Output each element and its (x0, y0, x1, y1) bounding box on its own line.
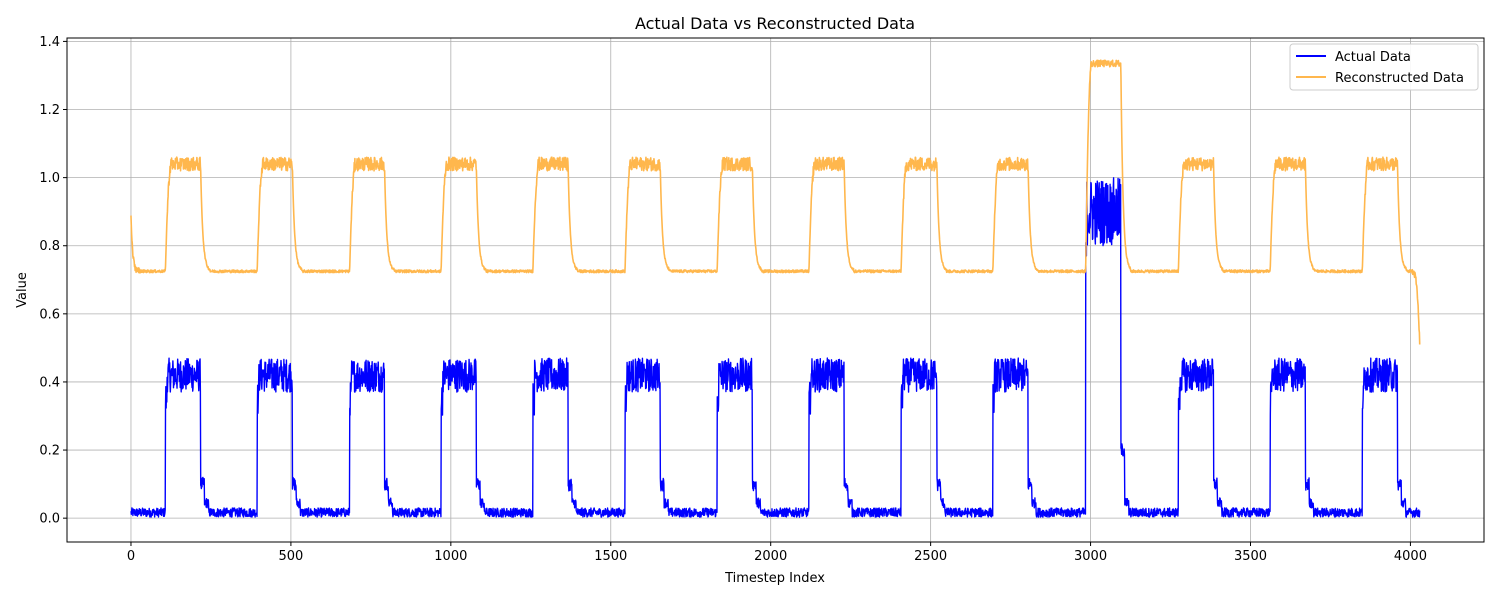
y-axis-label: Value (15, 272, 30, 308)
chart-title: Actual Data vs Reconstructed Data (635, 14, 915, 33)
y-tick-label: 0.0 (39, 512, 60, 527)
x-tick-label: 4000 (1394, 549, 1427, 564)
series-layer (130, 59, 1421, 518)
series-line-actual (130, 177, 1421, 518)
x-tick-label: 3500 (1234, 549, 1267, 564)
y-tick-label: 1.2 (39, 103, 60, 118)
legend: Actual Data Reconstructed Data (1289, 43, 1479, 91)
legend-label-actual: Actual Data (1335, 50, 1411, 65)
tick-layer: 0 500 1000 1500 2000 2500 3000 3500 4000 0.0 0.2 0.… (39, 35, 1427, 564)
y-tick-label: 0.6 (39, 307, 60, 322)
x-tick-label: 0 (127, 549, 135, 564)
y-tick-label: 0.4 (39, 375, 60, 390)
legend-box (1289, 43, 1479, 91)
x-tick-label: 1500 (594, 549, 627, 564)
x-tick-label: 1000 (434, 549, 467, 564)
x-tick-label: 2000 (754, 549, 787, 564)
legend-label-reconstructed: Reconstructed Data (1335, 71, 1464, 86)
y-tick-label: 1.4 (39, 35, 60, 50)
plot-frame (66, 37, 1485, 543)
y-tick-label: 1.0 (39, 171, 60, 186)
x-tick-label: 3000 (1074, 549, 1107, 564)
series-line-reconstructed (130, 59, 1421, 345)
x-tick-label: 500 (278, 549, 303, 564)
grid-layer (67, 38, 1484, 542)
y-tick-label: 0.8 (39, 239, 60, 254)
x-tick-label: 2500 (914, 549, 947, 564)
x-axis-label: Timestep Index (724, 571, 825, 586)
y-tick-label: 0.2 (39, 444, 60, 459)
